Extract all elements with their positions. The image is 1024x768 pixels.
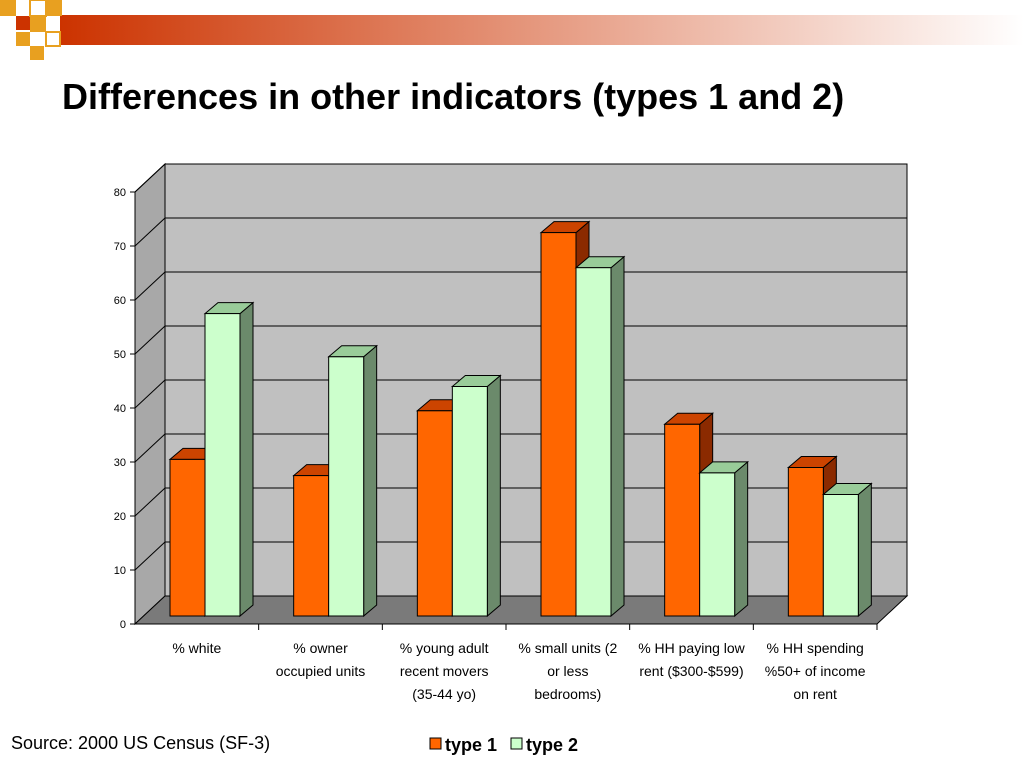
gridline-side <box>134 433 166 463</box>
bar-face <box>699 472 736 617</box>
banner-square <box>46 0 62 16</box>
bar-face <box>787 467 824 617</box>
x-category-label: % HH paying low rent ($300-$599) <box>638 640 745 679</box>
gridline-side <box>134 271 166 301</box>
source-note: Source: 2000 US Census (SF-3) <box>11 733 271 753</box>
bar-type2-3 <box>574 255 626 618</box>
bar-face <box>540 232 577 617</box>
gridline-side <box>134 325 166 355</box>
bar-face <box>822 494 859 617</box>
bar-type2-0 <box>203 301 255 618</box>
y-tick-label: 30 <box>114 457 126 469</box>
y-tick-label: 0 <box>120 619 126 631</box>
bar-side <box>734 460 749 618</box>
bar-face <box>664 423 701 617</box>
bar-face <box>575 267 612 617</box>
y-tick-label: 80 <box>114 187 126 199</box>
legend-label-type1: type 1 <box>445 735 497 755</box>
bar-type2-2 <box>450 374 502 618</box>
y-tick-label: 70 <box>114 241 126 253</box>
bar-type2-4 <box>698 460 750 618</box>
bar-face <box>204 313 241 617</box>
bar-face <box>416 410 453 617</box>
gridline-side <box>134 217 166 247</box>
banner-square <box>30 16 46 32</box>
y-tick-label: 10 <box>114 565 126 577</box>
y-tick-label: 60 <box>114 295 126 307</box>
x-category-label: % white <box>172 640 221 656</box>
y-tick-label: 40 <box>114 403 126 415</box>
slide-title: Differences in other indicators (types 1… <box>62 76 845 117</box>
gridline-side <box>134 163 166 193</box>
legend-label-type2: type 2 <box>526 735 578 755</box>
x-category-label: % HH spending %50+ of income on rent <box>765 640 866 702</box>
bar-type2-5 <box>821 482 873 618</box>
bar-face <box>169 458 206 617</box>
gridline-side <box>134 379 166 409</box>
bar-side <box>239 301 254 618</box>
legend-swatch-type1 <box>429 737 442 750</box>
bar-face <box>293 475 330 617</box>
x-category-label: % owner occupied units <box>276 640 366 679</box>
bar-side <box>857 482 872 618</box>
legend-swatch-type2 <box>510 737 523 750</box>
bar-side <box>363 344 378 618</box>
gridline-side <box>134 541 166 571</box>
bar-side <box>610 255 625 618</box>
banner-square <box>0 0 16 16</box>
x-category-label: % small units (2 or less bedrooms) <box>518 640 617 702</box>
y-tick-label: 20 <box>114 511 126 523</box>
bar-type2-1 <box>327 344 379 618</box>
bar-face <box>451 386 488 617</box>
banner-square <box>16 16 30 30</box>
banner-square <box>45 31 61 47</box>
y-tick-label: 50 <box>114 349 126 361</box>
bar-side <box>486 374 501 618</box>
title-banner <box>0 0 1024 60</box>
banner-gradient-bar <box>60 15 1024 45</box>
x-category-label: % young adult recent movers (35-44 yo) <box>400 640 489 702</box>
banner-square <box>16 32 30 46</box>
bar-face <box>328 356 365 617</box>
gridline-side <box>134 487 166 517</box>
banner-square <box>30 46 44 60</box>
